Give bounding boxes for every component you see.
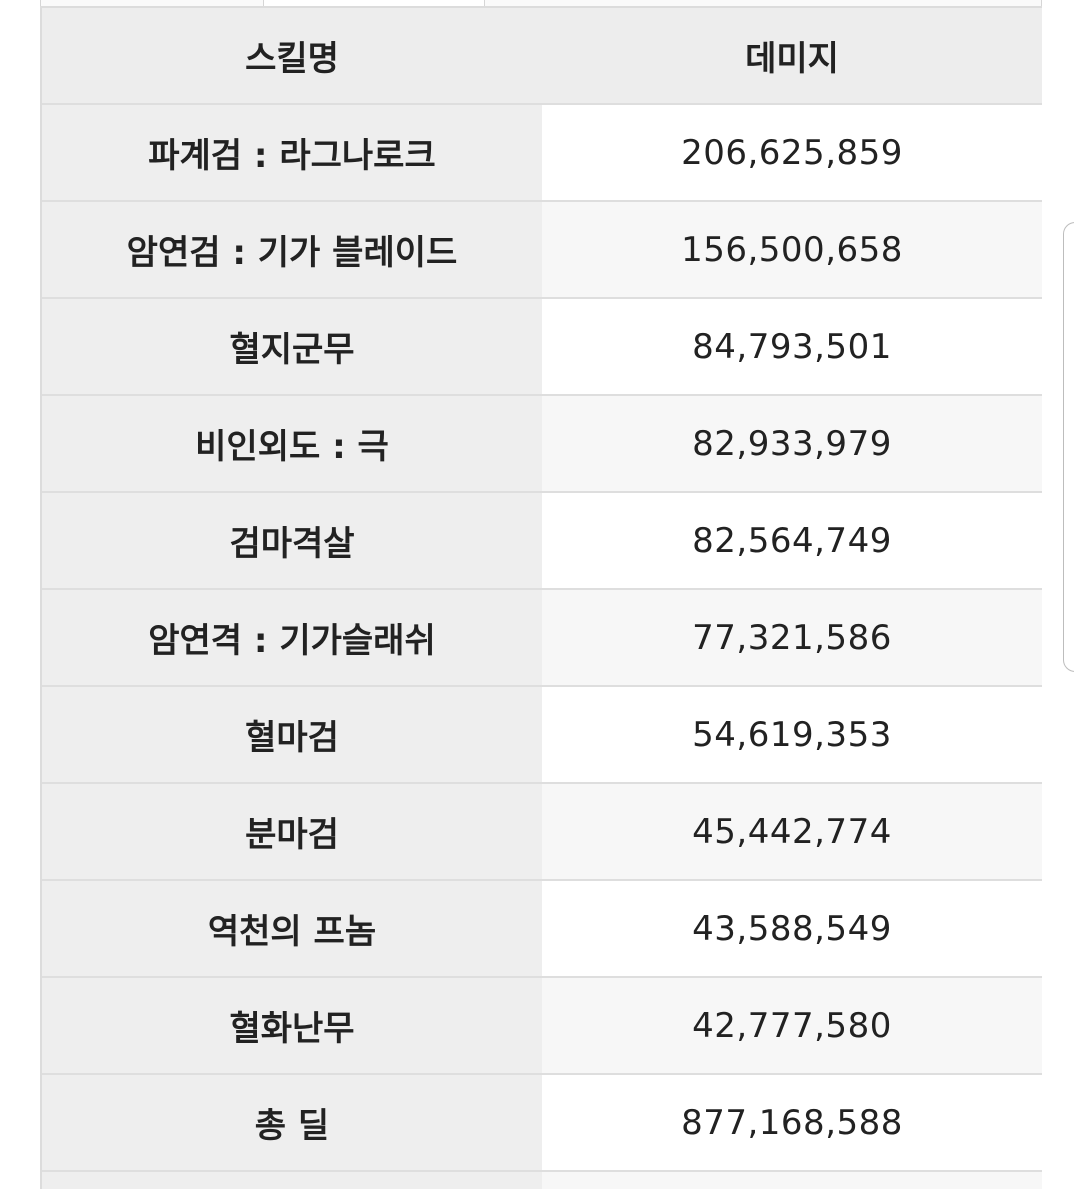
table-header-row: 스킬명 데미지 (42, 6, 1042, 105)
skill-name-cell: 혈화난무 (42, 977, 542, 1075)
skill-name-cell: 비인외도 : 극 (42, 395, 542, 493)
skill-name-cell: 역천의 프놈 (42, 880, 542, 978)
damage-table-container: 스킬명 데미지 파계검 : 라그나로크 206,625,859 암연검 : 기가… (40, 6, 1042, 1189)
skill-name-cell: 파계검 : 라그나로크 (42, 104, 542, 202)
total-label-cell: 총 딜 (42, 1074, 542, 1172)
table-row: 검마격살 82,564,749 (42, 492, 1042, 590)
table-row: 혈지군무 84,793,501 (42, 298, 1042, 396)
skill-name-cell: 암연검 : 기가 블레이드 (42, 201, 542, 299)
table-row-partial (42, 1171, 1042, 1189)
damage-cell: 54,619,353 (542, 686, 1042, 784)
table-row: 암연검 : 기가 블레이드 156,500,658 (42, 201, 1042, 299)
skill-name-cell: 혈마검 (42, 686, 542, 784)
skill-name-cell: 혈지군무 (42, 298, 542, 396)
damage-cell: 45,442,774 (542, 783, 1042, 881)
skill-name-cell: 분마검 (42, 783, 542, 881)
damage-cell: 156,500,658 (542, 201, 1042, 299)
total-damage-cell: 877,168,588 (542, 1074, 1042, 1172)
header-skill-name: 스킬명 (42, 6, 542, 105)
skill-name-cell-empty (42, 1171, 542, 1189)
damage-cell: 82,933,979 (542, 395, 1042, 493)
table-row: 비인외도 : 극 82,933,979 (42, 395, 1042, 493)
scrollbar-handle[interactable] (1063, 222, 1074, 672)
total-row: 총 딜 877,168,588 (42, 1074, 1042, 1172)
table-row: 파계검 : 라그나로크 206,625,859 (42, 104, 1042, 202)
damage-cell: 42,777,580 (542, 977, 1042, 1075)
skill-name-cell: 검마격살 (42, 492, 542, 590)
skill-name-cell: 암연격 : 기가슬래쉬 (42, 589, 542, 687)
table-row: 암연격 : 기가슬래쉬 77,321,586 (42, 589, 1042, 687)
damage-cell: 206,625,859 (542, 104, 1042, 202)
table-row: 분마검 45,442,774 (42, 783, 1042, 881)
damage-cell: 43,588,549 (542, 880, 1042, 978)
table-row: 역천의 프놈 43,588,549 (42, 880, 1042, 978)
header-damage: 데미지 (542, 6, 1042, 105)
damage-cell: 77,321,586 (542, 589, 1042, 687)
table-row: 혈화난무 42,777,580 (42, 977, 1042, 1075)
damage-cell-empty (542, 1171, 1042, 1189)
skill-damage-table: 스킬명 데미지 파계검 : 라그나로크 206,625,859 암연검 : 기가… (42, 6, 1042, 1189)
table-row: 혈마검 54,619,353 (42, 686, 1042, 784)
damage-cell: 82,564,749 (542, 492, 1042, 590)
damage-cell: 84,793,501 (542, 298, 1042, 396)
